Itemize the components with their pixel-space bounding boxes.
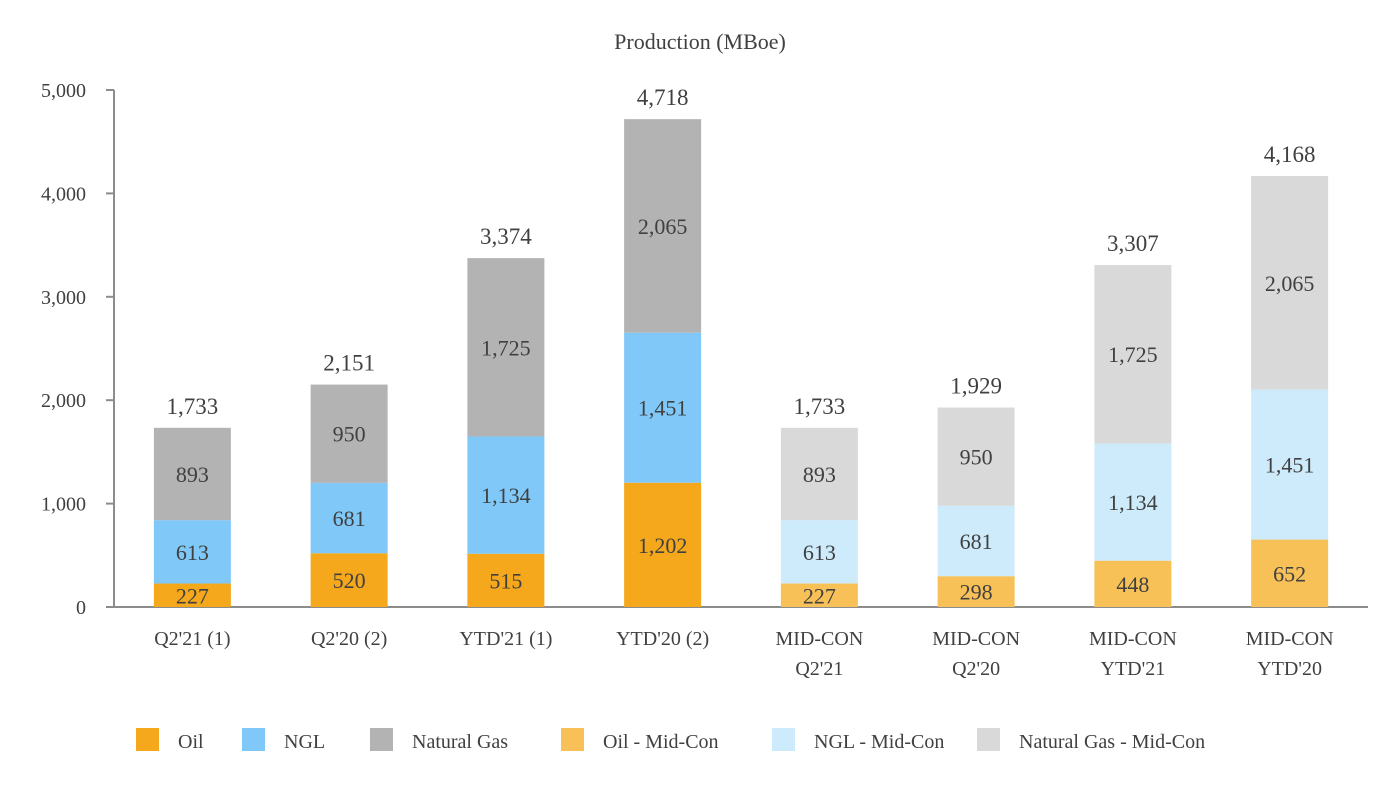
segment-value-label: 950 [960, 445, 993, 470]
bar-segment [467, 258, 545, 437]
bar-segment [624, 332, 702, 483]
bar-segment [780, 583, 858, 607]
x-category-label: MID-CON [1089, 628, 1177, 650]
legend-label: NGL - Mid-Con [814, 731, 944, 753]
bar-segment [467, 553, 545, 607]
bar-segment [467, 436, 545, 554]
segment-value-label: 1,134 [481, 483, 531, 508]
bar-segment [624, 482, 702, 607]
x-category-label: Q2'21 [795, 658, 843, 680]
segment-value-label: 227 [176, 583, 209, 608]
y-axis: 0 1,000 2,000 3,000 4,000 5,000 [41, 80, 115, 619]
bar-total-label: 1,733 [167, 394, 219, 419]
legend-label: Oil [178, 731, 204, 753]
segment-value-label: 2,065 [638, 214, 688, 239]
y-tick-label: 3,000 [41, 287, 86, 309]
bar-segment [1094, 560, 1172, 607]
bar-total-label: 3,307 [1107, 231, 1159, 256]
x-category-label: MID-CON [932, 628, 1020, 650]
legend-label: Oil - Mid-Con [603, 731, 719, 753]
bar-segment [310, 482, 388, 554]
bar-total-label: 1,929 [950, 374, 1002, 399]
segment-value-label: 893 [176, 462, 209, 487]
chart-title: Production (MBoe) [614, 29, 786, 54]
x-category-label: MID-CON [1246, 628, 1334, 650]
segment-value-label: 448 [1116, 572, 1149, 597]
legend-swatch [772, 728, 795, 751]
bar-segment [937, 407, 1015, 506]
bar-segment [1251, 539, 1329, 607]
segment-value-label: 1,134 [1108, 490, 1158, 515]
segment-value-label: 1,725 [481, 335, 531, 360]
bar-total-label: 1,733 [794, 394, 846, 419]
bar-segment [780, 427, 858, 521]
bar-total-label: 4,718 [637, 85, 689, 110]
y-tick-label: 5,000 [41, 80, 86, 102]
segment-value-label: 515 [489, 568, 522, 593]
bar-segment [153, 583, 231, 607]
segment-value-label: 681 [333, 506, 366, 531]
bar-segment [780, 520, 858, 584]
bar-segment [1094, 443, 1172, 561]
segment-value-label: 1,202 [638, 533, 688, 558]
segment-value-label: 1,451 [638, 396, 688, 421]
legend-label: NGL [284, 731, 325, 753]
legend-swatch [242, 728, 265, 751]
legend-swatch [561, 728, 584, 751]
y-tick-label: 1,000 [41, 494, 86, 516]
segment-value-label: 613 [176, 540, 209, 565]
legend-label: Natural Gas [412, 731, 508, 753]
y-tick-label: 0 [76, 597, 86, 619]
x-category-label: MID-CON [775, 628, 863, 650]
bar-total-label: 3,374 [480, 224, 532, 249]
bars: 227 613 893 1,733 520 681 950 2,151 515 1,134 1,72… [153, 85, 1329, 608]
bar-segment [937, 505, 1015, 577]
bar-segment [310, 384, 388, 483]
segment-value-label: 227 [803, 583, 836, 608]
segment-value-label: 298 [960, 580, 993, 605]
legend: Oil NGL Natural Gas Oil - Mid-Con NGL - Mid-… [136, 728, 1205, 753]
y-tick-label: 4,000 [41, 183, 86, 205]
bar-segment [1094, 265, 1172, 444]
segment-value-label: 613 [803, 540, 836, 565]
bar-total-label: 4,168 [1264, 142, 1316, 167]
x-axis: Q2'21 (1) Q2'20 (2) YTD'21 (1) YTD'20 (2) MI… [114, 606, 1368, 680]
bar-segment [624, 119, 702, 333]
x-category-label: Q2'21 (1) [154, 628, 230, 650]
segment-value-label: 893 [803, 462, 836, 487]
segment-value-label: 520 [333, 568, 366, 593]
x-category-label: YTD'21 [1101, 658, 1166, 680]
x-category-label: YTD'21 (1) [459, 628, 552, 650]
segment-value-label: 2,065 [1265, 271, 1315, 296]
bar-total-label: 2,151 [323, 351, 375, 376]
bar-segment [310, 553, 388, 607]
x-category-label: YTD'20 (2) [616, 628, 709, 650]
segment-value-label: 681 [960, 529, 993, 554]
bar-segment [1251, 176, 1329, 390]
segment-value-label: 652 [1273, 561, 1306, 586]
x-category-label: Q2'20 (2) [311, 628, 387, 650]
legend-swatch [136, 728, 159, 751]
legend-swatch [977, 728, 1000, 751]
y-tick-label: 2,000 [41, 390, 86, 412]
x-category-label: Q2'20 [952, 658, 1000, 680]
bar-segment [153, 520, 231, 584]
segment-value-label: 1,725 [1108, 342, 1158, 367]
x-category-label: YTD'20 [1257, 658, 1322, 680]
bar-segment [153, 427, 231, 521]
segment-value-label: 950 [333, 422, 366, 447]
bar-segment [1251, 389, 1329, 540]
bar-segment [937, 576, 1015, 607]
legend-swatch [370, 728, 393, 751]
legend-label: Natural Gas - Mid-Con [1019, 731, 1205, 753]
segment-value-label: 1,451 [1265, 453, 1315, 478]
